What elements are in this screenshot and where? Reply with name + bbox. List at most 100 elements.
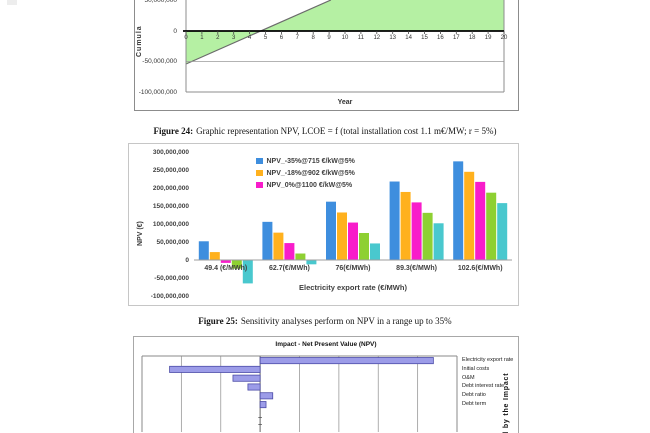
x-tick-label: 7 bbox=[295, 34, 299, 41]
cumulative-cashflow-plot bbox=[183, 0, 505, 93]
bar bbox=[400, 191, 411, 260]
figure-25-caption: Figure 25: Sensitivity analyses perform o… bbox=[0, 316, 650, 326]
legend-label: NPV_0%@1100 €/kW@5% bbox=[266, 181, 353, 189]
bar bbox=[209, 252, 220, 260]
bar bbox=[486, 192, 497, 260]
bar bbox=[475, 181, 486, 260]
x-tick-label: 9 bbox=[327, 34, 331, 41]
tornado-bar bbox=[247, 383, 261, 391]
page-artifact bbox=[7, 0, 17, 5]
category-label: 102.6(€/MWh) bbox=[457, 265, 503, 272]
bar bbox=[422, 212, 433, 260]
figure-25-label: Figure 25: bbox=[198, 316, 238, 326]
tornado-bar-label: Debt interest rate bbox=[462, 383, 505, 390]
npv-tornado-plot bbox=[141, 355, 458, 432]
y-tick-label: -50,000,000 bbox=[154, 274, 189, 282]
bar bbox=[411, 202, 422, 260]
tornado-bar-label: Electricity export rate bbox=[462, 357, 514, 363]
legend-item: NPV_-35%@715 €/kW@5% bbox=[256, 156, 355, 166]
tornado-bar bbox=[232, 374, 261, 382]
y-tick-label: 0 bbox=[173, 27, 177, 35]
bar bbox=[497, 203, 508, 260]
bar bbox=[198, 241, 209, 260]
npv-tornado-chart: Impact - Net Present Value (NPV) d by th… bbox=[133, 336, 519, 433]
y-tick-label: 200,000,000 bbox=[152, 184, 189, 192]
legend-item: NPV_0%@1100 €/kW@5% bbox=[256, 180, 352, 190]
tornado-bar bbox=[259, 392, 274, 400]
bar bbox=[453, 161, 464, 260]
x-tick-label: 14 bbox=[405, 34, 412, 41]
x-tick-label: 10 bbox=[341, 34, 349, 41]
cashflow-line bbox=[185, 0, 332, 65]
x-tick-label: 15 bbox=[421, 34, 428, 41]
legend-swatch-orange bbox=[256, 169, 263, 177]
x-tick-label: 6 bbox=[279, 34, 284, 41]
tornado-bar-label: Debt term bbox=[462, 401, 487, 407]
bar bbox=[273, 232, 284, 260]
bar bbox=[326, 201, 336, 260]
legend-swatch-blue bbox=[256, 157, 263, 165]
y-tick-label: 50,000,000 bbox=[144, 0, 177, 4]
x-tick-label: 17 bbox=[452, 34, 460, 41]
tornado-bar bbox=[259, 401, 267, 409]
figure-24-text: Graphic representation NPV, LCOE = f (to… bbox=[196, 126, 497, 136]
bar bbox=[337, 212, 347, 260]
legend-label: NPV_-35%@715 €/kW@5% bbox=[266, 157, 355, 165]
npv-bar-plot bbox=[194, 161, 512, 284]
bar bbox=[348, 222, 358, 260]
area-fill bbox=[186, 0, 504, 64]
category-label: 76(€/MWh) bbox=[335, 265, 371, 272]
x-tick-label: 5 bbox=[263, 34, 268, 41]
x-tick-label: 11 bbox=[357, 34, 364, 41]
x-tick-label: 20 bbox=[500, 34, 508, 41]
y-tick-label: 100,000,000 bbox=[152, 220, 189, 228]
tornado-bar-label: O&M bbox=[462, 374, 475, 381]
bar bbox=[433, 223, 444, 260]
category-label: 62.7(€/MWh) bbox=[268, 265, 310, 272]
y-tick-label: -50,000,000 bbox=[142, 58, 177, 65]
chart2-x-axis-title: Electricity export rate (€/MWh) bbox=[299, 283, 407, 292]
bar bbox=[306, 260, 317, 265]
category-label: 89.3(€/MWh) bbox=[396, 265, 438, 272]
y-tick-label: 150,000,000 bbox=[152, 202, 189, 210]
cumulative-cashflow-chart: Cumula Year 0 1 2 3 4 5 6 7 8 9 10 11 12 13 14 15 16 17 18… bbox=[134, 0, 519, 111]
figure-24-label: Figure 24: bbox=[153, 126, 194, 136]
bar bbox=[370, 243, 380, 260]
bar bbox=[389, 181, 400, 260]
legend-swatch-magenta bbox=[256, 181, 263, 189]
x-tick-label: 4 bbox=[247, 34, 252, 41]
bar bbox=[242, 260, 253, 284]
x-tick-label: 13 bbox=[389, 34, 397, 41]
bar bbox=[284, 243, 295, 260]
legend-label: NPV_-18%@902 €/kW@5% bbox=[266, 169, 355, 177]
tornado-bar-label: Debt ratio bbox=[462, 392, 486, 399]
bar bbox=[464, 171, 475, 260]
chart3-title: Impact - Net Present Value (NPV) bbox=[275, 341, 377, 348]
npv-bar-chart: NPV (€) Electricity export rate (€/MWh) … bbox=[128, 143, 519, 306]
tornado-bar bbox=[259, 357, 434, 365]
bar bbox=[220, 260, 231, 263]
category-label: 49.4 (€/MWh) bbox=[204, 265, 248, 272]
x-tick-label: 1 bbox=[200, 34, 204, 41]
legend-item: NPV_-18%@902 €/kW@5% bbox=[256, 168, 355, 178]
x-tick-label: 3 bbox=[232, 34, 236, 41]
figure-25-text: Sensitivity analyses perform on NPV in a… bbox=[240, 316, 452, 326]
x-tick-label: 8 bbox=[311, 34, 315, 41]
bar bbox=[262, 221, 273, 260]
tornado-bar-label: Initial costs bbox=[462, 365, 490, 372]
y-tick-label: -100,000,000 bbox=[150, 292, 189, 300]
bar bbox=[295, 253, 306, 260]
y-tick-label: -100,000,000 bbox=[138, 88, 177, 96]
x-tick-label: 0 bbox=[184, 34, 188, 41]
bar bbox=[359, 233, 369, 260]
tornado-bar bbox=[169, 365, 261, 373]
y-tick-label: 0 bbox=[185, 256, 189, 264]
x-tick-label: 12 bbox=[373, 34, 381, 41]
figure-24-caption: Figure 24: Graphic representation NPV, LC… bbox=[0, 126, 650, 136]
x-tick-label: 16 bbox=[437, 34, 444, 41]
y-tick-label: 300,000,000 bbox=[152, 148, 189, 156]
y-tick-label: 50,000,000 bbox=[156, 238, 189, 246]
bar bbox=[231, 260, 242, 269]
y-tick-label: 250,000,000 bbox=[152, 166, 189, 174]
